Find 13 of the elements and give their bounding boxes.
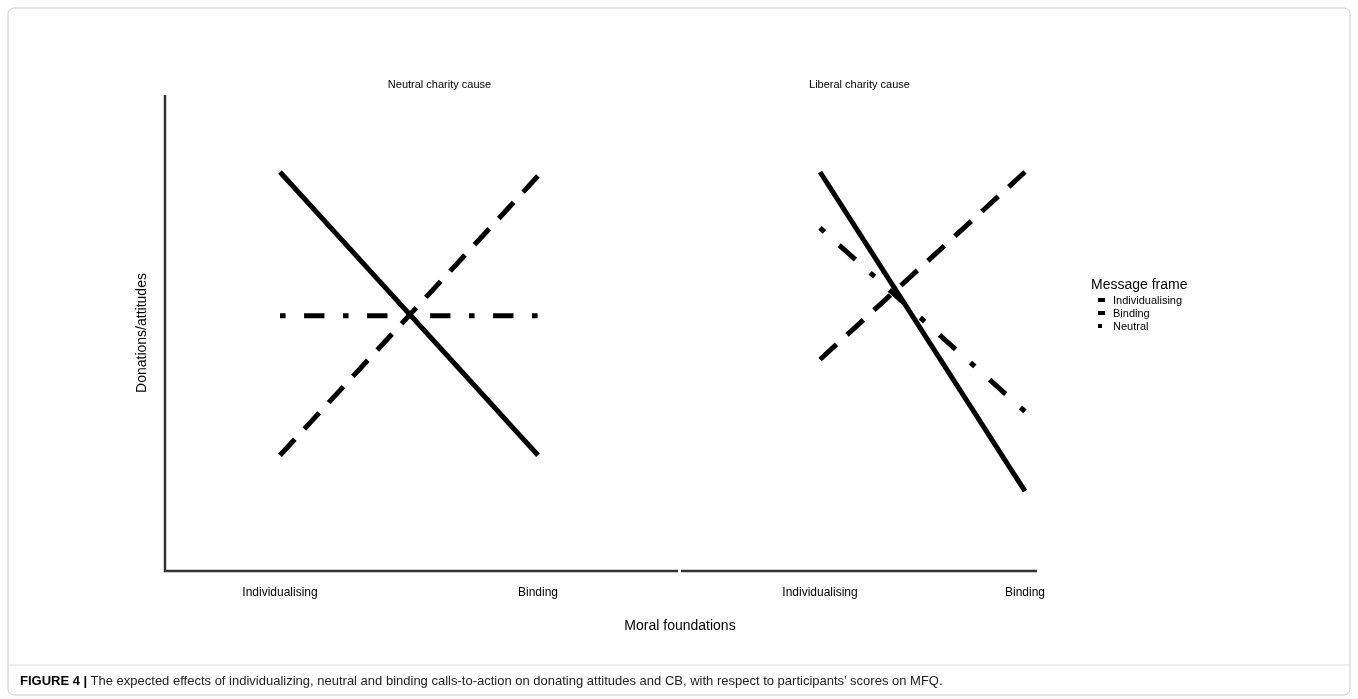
chart-title: Liberal charity cause bbox=[809, 78, 910, 90]
x-tick-label: Individualising bbox=[242, 585, 318, 599]
legend-title: Message frame bbox=[1091, 276, 1188, 292]
x-tick-label: Individualising bbox=[782, 585, 858, 599]
y-axis-title: Donations/attitudes bbox=[133, 273, 149, 393]
legend-label: Individualising bbox=[1113, 294, 1183, 306]
x-axis-title: Moral foundations bbox=[624, 617, 736, 633]
legend-label: Neutral bbox=[1113, 320, 1149, 332]
chart-title: Neutral charity cause bbox=[387, 78, 492, 90]
legend-label: Binding bbox=[1113, 307, 1150, 319]
x-tick-label: Binding bbox=[1004, 585, 1046, 599]
caption: FIGURE 4 | The expected effects of individualizing, neutral and binding calls-to-action on donating attitudes and CB, with respect to participants’ scores on MFQ. bbox=[20, 673, 943, 688]
x-tick-label: Binding bbox=[517, 585, 559, 599]
